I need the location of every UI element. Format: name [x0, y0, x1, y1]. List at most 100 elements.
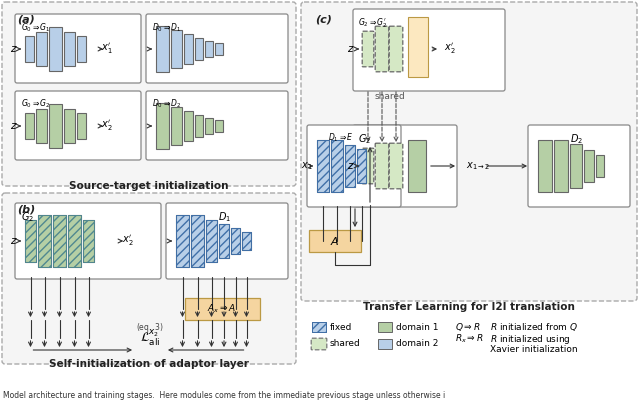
FancyBboxPatch shape [362, 148, 374, 184]
Text: fixed: fixed [330, 322, 353, 331]
Bar [68, 215, 81, 267]
Bar [331, 140, 343, 192]
Text: $x_1$: $x_1$ [301, 160, 312, 172]
FancyBboxPatch shape [353, 125, 457, 207]
Bar [312, 322, 326, 332]
Bar [77, 36, 86, 62]
Text: $D_1$: $D_1$ [218, 210, 232, 224]
Bar [242, 232, 251, 250]
Text: $D_0{\Rightarrow}D_2$: $D_0{\Rightarrow}D_2$ [152, 98, 182, 111]
Bar [378, 339, 392, 349]
Text: $D_0{\Rightarrow}D_1$: $D_0{\Rightarrow}D_1$ [152, 21, 182, 33]
FancyBboxPatch shape [389, 143, 403, 189]
Bar [345, 145, 355, 187]
FancyBboxPatch shape [353, 9, 505, 91]
Bar [53, 215, 66, 267]
Bar [64, 109, 75, 143]
FancyBboxPatch shape [146, 14, 288, 83]
Bar [554, 140, 568, 192]
Bar [538, 140, 552, 192]
Bar [331, 140, 343, 192]
Bar [185, 298, 260, 320]
FancyBboxPatch shape [301, 2, 637, 301]
Bar [53, 215, 66, 267]
Text: $R$ initialized from $Q$: $R$ initialized from $Q$ [490, 321, 578, 333]
Bar [64, 32, 75, 66]
Bar [191, 215, 204, 267]
Text: $Q{\Rightarrow}R$: $Q{\Rightarrow}R$ [455, 321, 481, 333]
FancyBboxPatch shape [362, 31, 374, 67]
Text: $x_2'$: $x_2'$ [101, 119, 113, 133]
Text: $G_2$: $G_2$ [21, 210, 34, 224]
Text: $\mathcal{L}_{\mathrm{ali}}^{x_2}$: $\mathcal{L}_{\mathrm{ali}}^{x_2}$ [140, 328, 160, 348]
Bar [215, 43, 223, 55]
Text: domain 2: domain 2 [396, 339, 438, 348]
Bar [309, 230, 361, 252]
Text: Xavier initialization: Xavier initialization [490, 346, 578, 355]
FancyBboxPatch shape [146, 91, 288, 160]
Bar [378, 322, 392, 332]
Text: $z$: $z$ [10, 121, 18, 131]
Bar [345, 145, 355, 187]
Bar [205, 118, 213, 134]
Text: $z$: $z$ [347, 161, 355, 171]
Bar [171, 107, 182, 145]
Text: (b): (b) [17, 204, 35, 214]
Bar [231, 228, 240, 254]
Text: shared: shared [374, 92, 405, 101]
Text: $z$: $z$ [10, 44, 18, 54]
FancyBboxPatch shape [528, 125, 630, 207]
Bar [195, 115, 203, 137]
Bar [231, 228, 240, 254]
Bar [206, 220, 217, 262]
Bar [176, 215, 189, 267]
FancyBboxPatch shape [307, 125, 401, 207]
Text: $G_2{\Rightarrow}G_2'$: $G_2{\Rightarrow}G_2'$ [358, 17, 388, 31]
Bar [242, 232, 251, 250]
Text: $x_{1\to2}$: $x_{1\to2}$ [466, 160, 490, 172]
Bar [38, 215, 51, 267]
Bar [215, 120, 223, 132]
FancyBboxPatch shape [389, 26, 403, 72]
Text: (a): (a) [17, 15, 35, 25]
Bar [570, 144, 582, 188]
Text: Transfer Learning for I2I translation: Transfer Learning for I2I translation [363, 302, 575, 312]
FancyBboxPatch shape [311, 338, 327, 350]
FancyBboxPatch shape [375, 26, 389, 72]
Text: $G_0{\Rightarrow}G_2$: $G_0{\Rightarrow}G_2$ [21, 98, 51, 111]
Text: $z$: $z$ [10, 236, 18, 246]
Text: $A_x{\Rightarrow}A$: $A_x{\Rightarrow}A$ [207, 303, 237, 315]
Bar [49, 27, 62, 71]
Bar [83, 220, 94, 262]
Text: $D_2$: $D_2$ [570, 132, 584, 146]
Text: Source-target initialization: Source-target initialization [69, 181, 228, 191]
Bar [184, 111, 193, 141]
Bar [584, 150, 594, 182]
Bar [83, 220, 94, 262]
Text: $x_2'$: $x_2'$ [122, 234, 134, 248]
Bar [219, 224, 229, 258]
Text: $G_0{\Rightarrow}G_1$: $G_0{\Rightarrow}G_1$ [21, 21, 51, 33]
Bar [36, 32, 47, 66]
Text: shared: shared [330, 339, 361, 348]
Text: $G_2$: $G_2$ [358, 132, 371, 146]
Bar [38, 215, 51, 267]
Text: $x_2'$: $x_2'$ [444, 42, 456, 56]
Bar [184, 34, 193, 64]
Text: $z$: $z$ [347, 44, 355, 54]
Text: $D_1{\Rightarrow}E$: $D_1{\Rightarrow}E$ [328, 132, 354, 144]
Text: $(\mathrm{eq.}\;3)$: $(\mathrm{eq.}\;3)$ [136, 321, 164, 333]
Bar [176, 215, 189, 267]
Bar [25, 220, 36, 262]
Text: $x_1'$: $x_1'$ [101, 42, 113, 56]
Bar [317, 140, 329, 192]
Bar [25, 220, 36, 262]
Bar [205, 41, 213, 57]
Bar [317, 140, 329, 192]
Bar [68, 215, 81, 267]
FancyBboxPatch shape [15, 203, 161, 279]
Bar [171, 30, 182, 68]
Bar [219, 224, 229, 258]
Bar [156, 103, 169, 149]
Bar [77, 113, 86, 139]
